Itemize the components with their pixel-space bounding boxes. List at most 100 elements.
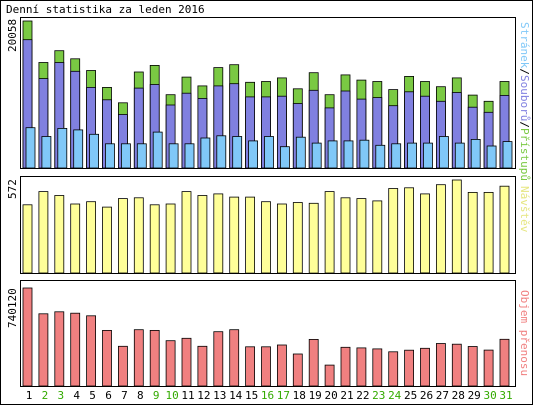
bar-visits (308, 202, 319, 274)
bar-volume (276, 344, 287, 387)
legend-sep-2: / (518, 121, 531, 128)
bar-visits (435, 184, 446, 274)
x-tick-label: 11 (181, 389, 194, 402)
x-tick-label: 31 (499, 389, 512, 402)
bar-visits (467, 191, 478, 274)
legend-sep-1: / (518, 68, 531, 75)
x-tick-label: 10 (165, 389, 178, 402)
x-tick-label: 24 (388, 389, 402, 402)
x-tick-label: 18 (293, 389, 306, 402)
x-tick-label: 19 (309, 389, 322, 402)
bar-visits (70, 203, 81, 274)
bar-pages (41, 136, 52, 169)
bar-pages (232, 136, 243, 169)
bar-volume (86, 315, 96, 387)
bar-volume (324, 364, 335, 387)
bar-visits (213, 193, 224, 274)
x-tick-label: 20 (324, 389, 337, 402)
bar-visits (404, 187, 415, 274)
x-tick-label: 1 (26, 389, 33, 402)
bar-volume (467, 346, 478, 387)
bar-volume (435, 343, 446, 387)
legend-access: Přístupů (518, 128, 531, 181)
x-tick-label: 3 (57, 389, 64, 402)
bar-visits (118, 198, 128, 274)
bar-volume (356, 347, 367, 387)
bar-visits (356, 198, 367, 274)
bar-visits (261, 201, 271, 274)
bar-visits (102, 206, 112, 274)
x-tick-label: 12 (197, 389, 210, 402)
bar-visits (149, 204, 160, 274)
x-tick-label: 8 (137, 389, 144, 402)
bar-pages (438, 136, 449, 169)
x-tick-label: 2 (42, 389, 49, 402)
x-tick-label: 5 (89, 389, 96, 402)
bar-volume (308, 338, 319, 387)
x-tick-label: 17 (277, 389, 290, 402)
bar-visits (340, 197, 351, 274)
bar-visits (420, 193, 430, 274)
bar-volume (499, 338, 510, 387)
bar-pages (73, 129, 84, 169)
bar-visits (54, 195, 65, 274)
bar-volume (22, 287, 33, 387)
chart-title: Denní statistika za leden 2016 (6, 3, 205, 16)
bar-pages (121, 143, 131, 169)
x-tick-label: 15 (245, 389, 258, 402)
x-tick-label: 25 (404, 389, 417, 402)
x-tick-label: 16 (261, 389, 274, 402)
bar-visits (22, 204, 33, 274)
bar-pages (168, 143, 179, 169)
legend-pages: Stránek (518, 22, 531, 69)
bar-volume (149, 329, 160, 387)
bar-pages (57, 127, 68, 169)
x-axis-labels: 1 2 3 4 5 6 7 8 9 10 11 12 13 14 15 16 17 18 19 20 21 22 23 24 2… (26, 389, 513, 402)
bar-volume (420, 347, 430, 387)
bar-pages (248, 140, 259, 169)
bar-pages (375, 144, 386, 169)
x-tick-label: 27 (436, 389, 449, 402)
bar-visits (324, 191, 335, 274)
x-tick-label: 23 (372, 389, 385, 402)
visits-max-label: 572 (6, 179, 19, 199)
bar-pages (295, 136, 306, 169)
bar-pages (359, 139, 370, 169)
bar-visits (451, 179, 462, 274)
bar-visits (133, 197, 144, 274)
bar-volume (292, 353, 303, 387)
x-tick-label: 30 (483, 389, 496, 402)
bar-visits (165, 203, 176, 274)
bar-visits (388, 188, 399, 274)
bar-visits (197, 195, 208, 274)
bar-volume (54, 311, 65, 387)
bar-visits (276, 203, 287, 274)
bar-pages (486, 145, 497, 169)
bar-volume (118, 345, 128, 387)
bar-pages (216, 135, 227, 169)
bar-pages (423, 142, 433, 169)
bar-volume (388, 351, 399, 387)
bar-pages (25, 127, 36, 169)
bar-pages (311, 142, 322, 169)
x-tick-label: 21 (340, 389, 353, 402)
bar-visits (245, 196, 256, 274)
x-tick-label: 29 (468, 389, 481, 402)
bar-visits (181, 191, 192, 274)
bar-volume (38, 313, 49, 387)
x-tick-label: 9 (153, 389, 160, 402)
bar-visits (292, 202, 303, 274)
bar-volume (165, 340, 176, 387)
bar-volume (404, 349, 415, 387)
bar-visits (229, 196, 240, 274)
bar-pages (407, 142, 418, 169)
bar-pages (279, 146, 290, 169)
bar-pages (327, 140, 338, 169)
bar-volume (245, 346, 256, 387)
x-tick-label: 7 (121, 389, 128, 402)
bars-layer (22, 20, 513, 387)
bar-pages (152, 131, 163, 169)
bar-pages (502, 141, 513, 169)
bar-pages (136, 143, 147, 169)
